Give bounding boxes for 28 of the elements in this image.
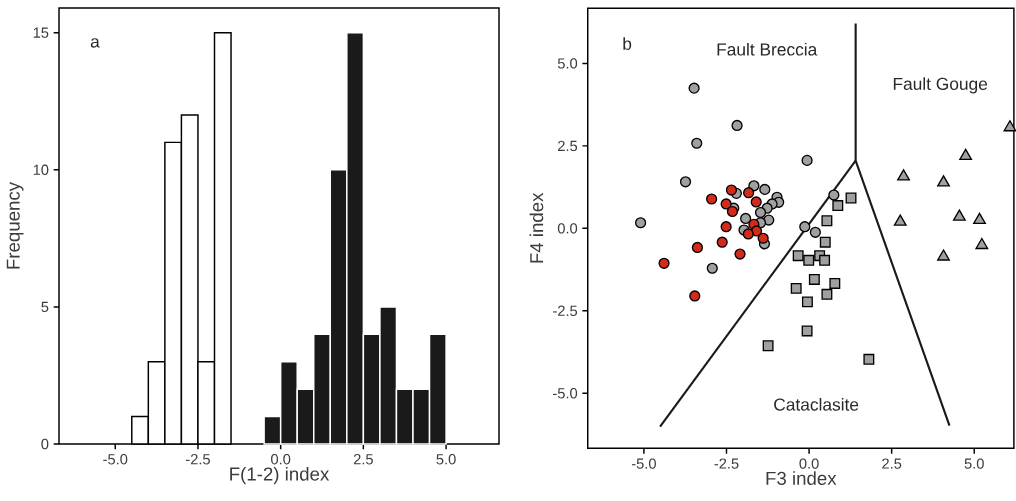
x-axis-title: F(1-2) index [230,466,330,485]
y-tick-label: 5.0 [557,58,578,69]
y-tick-label: -2.5 [553,305,578,316]
x-tick-label: -5.0 [631,458,656,469]
y-tick-label: 5 [41,301,49,313]
y-tick-label: 0.0 [557,223,578,234]
x-tick-label: 0.0 [271,454,291,465]
x-tick-label: 5.0 [964,458,984,469]
y-tick-label: 0 [41,438,49,450]
x-axis-title: F3 index [766,471,837,485]
y-axis-title: F4 index [529,192,544,263]
annotation: Cataclasite [774,397,859,411]
x-tick-label: -5.0 [103,454,128,465]
annotation: Fault Breccia [717,42,818,56]
x-tick-label: 2.5 [882,458,902,469]
y-axis-title: Frequency [6,181,24,269]
annotation: a [90,38,100,48]
x-tick-label: 2.5 [353,454,373,465]
y-tick-label: -5.0 [553,388,578,399]
x-tick-label: -2.5 [185,454,210,465]
y-tick-label: 2.5 [558,140,578,152]
x-tick-label: 5.0 [436,454,456,465]
x-tick-label: 0.0 [799,458,819,469]
annotation: Fault Gouge [893,77,988,94]
x-tick-label: -2.5 [714,458,739,469]
annotation: b [623,37,632,50]
y-tick-label: 10 [33,164,49,175]
y-tick-label: 15 [33,27,49,38]
